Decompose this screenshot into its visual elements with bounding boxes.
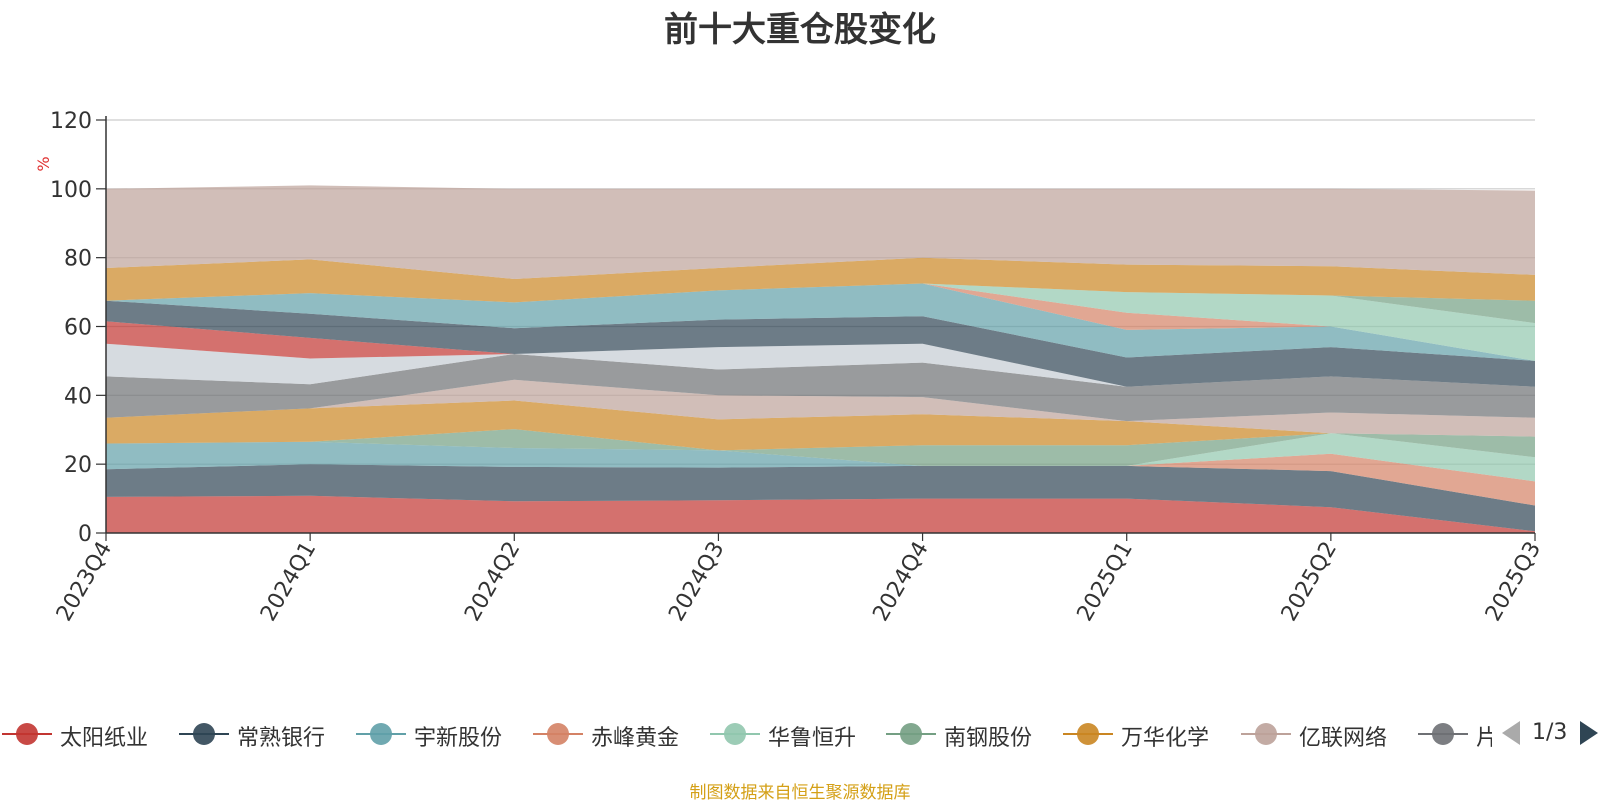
legend-marker-icon xyxy=(1418,723,1468,745)
chart-title: 前十大重仓股变化 xyxy=(664,10,936,50)
legend-marker-icon xyxy=(179,723,229,745)
footer-source: 制图数据来自恒生聚源数据库 xyxy=(689,783,911,803)
x-tick-label: 2024Q3 xyxy=(664,538,729,626)
legend-label: 华鲁恒升 xyxy=(768,726,857,751)
legend-label: 万华化学 xyxy=(1121,726,1210,751)
area-series-2[interactable] xyxy=(106,441,1535,506)
legend-marker-icon xyxy=(356,723,406,745)
area-series-17[interactable] xyxy=(106,185,1535,279)
legend-marker-icon xyxy=(2,723,52,745)
area-series-14[interactable] xyxy=(106,283,1535,361)
area-series-12[interactable] xyxy=(106,283,1535,361)
y-tick-label: 60 xyxy=(64,316,92,341)
area-series-11[interactable] xyxy=(106,300,1535,387)
legend-marker-icon xyxy=(533,723,583,745)
legend-marker-icon xyxy=(710,723,760,745)
legend-clip: 太阳纸业 常熟银行 宇新股份 赤峰黄金 华鲁恒升 南钢股份 万华化学 亿联网络 片仔癀 xyxy=(0,712,1492,752)
y-tick-label: 40 xyxy=(64,384,92,409)
area-series-9[interactable] xyxy=(106,343,1535,387)
legend-label: 宇新股份 xyxy=(414,726,503,751)
area-series-6[interactable] xyxy=(106,400,1535,451)
legend-page-indicator: 1/3 xyxy=(1532,720,1568,745)
legend-label: 赤峰黄金 xyxy=(591,726,680,751)
area-series-4[interactable] xyxy=(106,433,1535,482)
area-series-1[interactable] xyxy=(106,464,1535,532)
area-series-5[interactable] xyxy=(106,429,1535,466)
area-series-8[interactable] xyxy=(106,354,1535,422)
x-tick-label: 2025Q1 xyxy=(1073,538,1138,626)
y-tick-label: 80 xyxy=(64,247,92,272)
x-tick-label: 2025Q2 xyxy=(1277,538,1342,626)
legend-marker-icon xyxy=(886,723,936,745)
legend-label: 亿联网络 xyxy=(1299,726,1388,751)
area-layer xyxy=(106,185,1535,533)
x-tick-label: 2025Q3 xyxy=(1481,538,1546,626)
area-series-7[interactable] xyxy=(106,379,1535,437)
area-series-10[interactable] xyxy=(106,321,1535,387)
legend-label: 常熟银行 xyxy=(237,726,326,751)
legend-label: 太阳纸业 xyxy=(60,726,149,751)
area-series-16[interactable] xyxy=(106,257,1535,303)
legend-label: 南钢股份 xyxy=(944,726,1033,751)
x-tick-label: 2024Q4 xyxy=(868,538,933,626)
area-series-13[interactable] xyxy=(106,283,1535,361)
x-tick-label: 2024Q2 xyxy=(460,538,525,626)
legend-label: 片仔癀 xyxy=(1476,726,1492,751)
triangle-left-icon[interactable] xyxy=(1500,719,1522,747)
x-tick-label: 2024Q1 xyxy=(256,538,321,626)
legend-marker-icon xyxy=(1241,723,1291,745)
y-tick-label: 120 xyxy=(50,109,92,134)
y-axis-label: % xyxy=(34,156,53,171)
area-series-0[interactable] xyxy=(106,495,1535,533)
legend-marker-icon xyxy=(1063,723,1113,745)
y-tick-label: 0 xyxy=(78,522,92,547)
triangle-right-icon[interactable] xyxy=(1578,719,1600,747)
y-tick-label: 100 xyxy=(50,178,92,203)
legend: 太阳纸业 常熟银行 宇新股份 赤峰黄金 华鲁恒升 南钢股份 万华化学 亿联网络 片仔癀 1/3 xyxy=(0,712,1600,752)
x-tick-label: 2023Q4 xyxy=(52,538,117,626)
y-tick-label: 20 xyxy=(64,453,92,478)
